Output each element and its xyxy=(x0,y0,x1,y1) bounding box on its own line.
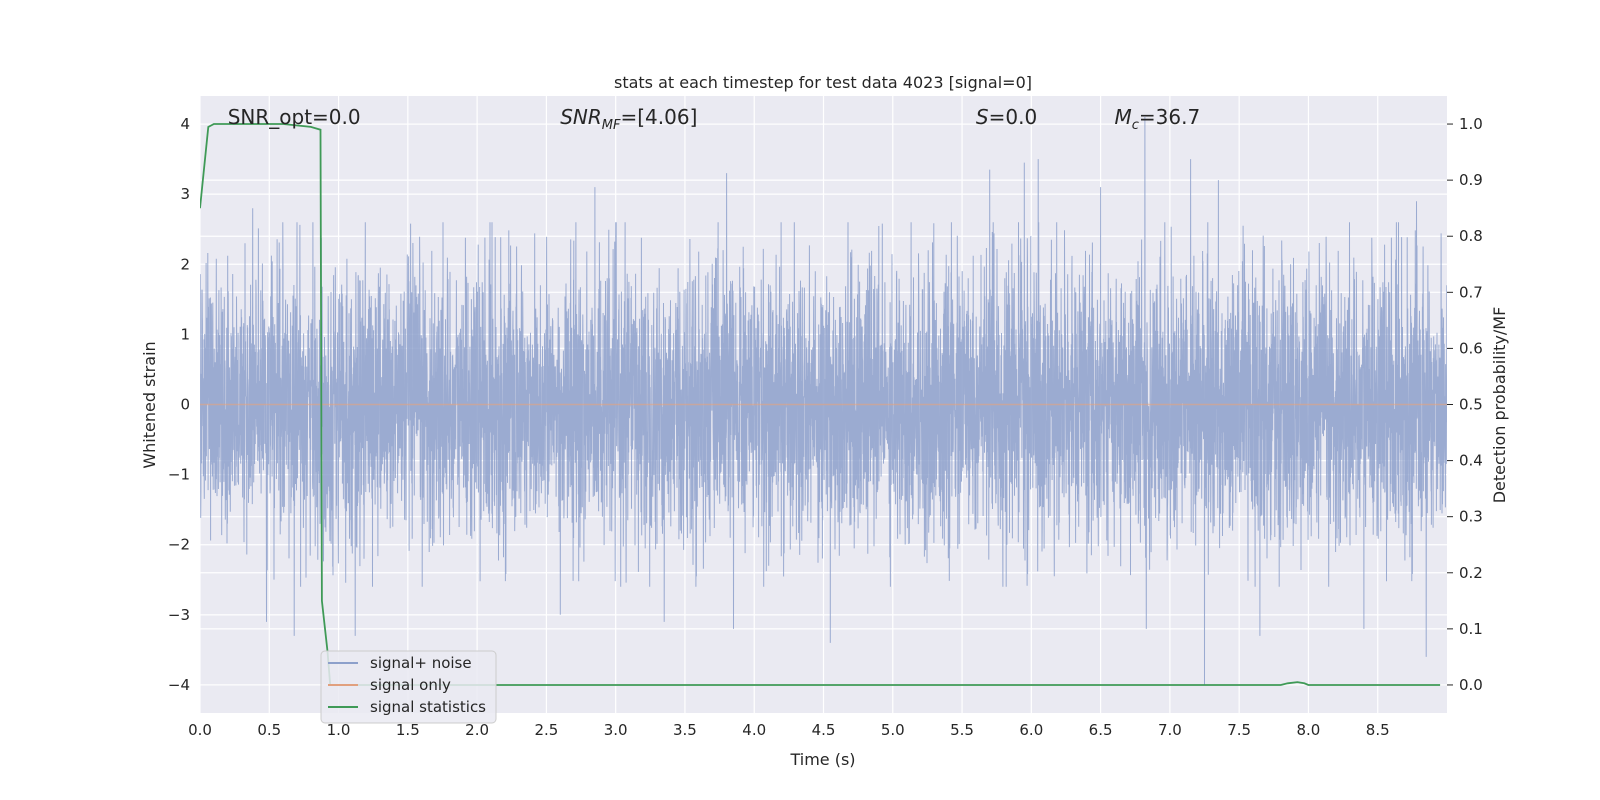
y-tick-label: −2 xyxy=(168,536,190,554)
legend-label-signal-noise: signal+ noise xyxy=(370,654,472,672)
legend: signal+ noise signal only signal statist… xyxy=(320,650,497,724)
x-axis-label: Time (s) xyxy=(789,750,855,769)
x-tick-label: 0.5 xyxy=(257,721,281,739)
y-right-tick-label: 0.3 xyxy=(1459,508,1483,526)
y-right-tick-label: 0.4 xyxy=(1459,452,1483,470)
x-tick-label: 8.5 xyxy=(1366,721,1390,739)
x-tick-label: 3.0 xyxy=(604,721,628,739)
y-right-tick-label: 1.0 xyxy=(1459,115,1483,133)
annotations: SNR_opt=0.0 SNRMF=[4.06] S=0.0 Mc=36.7 xyxy=(228,105,1200,133)
y-tick-label: 1 xyxy=(180,325,190,343)
y-right-tick-label: 0.2 xyxy=(1459,564,1483,582)
legend-label-signal-statistics: signal statistics xyxy=(370,698,486,716)
annotation-snr-mf: SNRMF=[4.06] xyxy=(560,105,697,133)
y-right-tick-label: 0.7 xyxy=(1459,283,1483,301)
x-tick-label: 7.5 xyxy=(1227,721,1251,739)
x-tick-label: 4.0 xyxy=(742,721,766,739)
annotation-mc: Mc=36.7 xyxy=(1114,105,1200,133)
x-tick-label: 2.5 xyxy=(534,721,558,739)
x-tick-label: 6.0 xyxy=(1019,721,1043,739)
y-right-tick-label: 0.1 xyxy=(1459,620,1483,638)
x-tick-label: 4.5 xyxy=(812,721,836,739)
legend-box xyxy=(320,650,497,724)
y-right-tick-label: 0.9 xyxy=(1459,171,1483,189)
y-tick-label: −3 xyxy=(168,606,190,624)
y-tick-label: 2 xyxy=(180,255,190,273)
x-tick-label: 2.0 xyxy=(465,721,489,739)
x-tick-label: 0.0 xyxy=(188,721,212,739)
y-right-tick-label: 0.8 xyxy=(1459,227,1483,245)
y-right-tick-label: 0.0 xyxy=(1459,676,1483,694)
annotation-s: S=0.0 xyxy=(976,105,1037,129)
y-right-tick-label: 0.6 xyxy=(1459,339,1483,357)
y-tick-label: 0 xyxy=(180,396,190,414)
x-tick-label: 6.5 xyxy=(1089,721,1113,739)
ticks: 0.0 0.5 1.0 1.5 2.0 2.5 3.0 3.5 4.0 4.5 5.0 5.5 6.0 6… xyxy=(168,115,1483,739)
chart-title: stats at each timestep for test data 402… xyxy=(614,73,1032,92)
series-signal-noise xyxy=(200,116,1447,686)
x-tick-label: 7.0 xyxy=(1158,721,1182,739)
y-right-axis-label: Detection probability/MF xyxy=(1490,307,1509,504)
x-tick-label: 8.0 xyxy=(1297,721,1321,739)
y-tick-label: −1 xyxy=(168,466,190,484)
y-axis-label: Whitened strain xyxy=(140,341,159,468)
y-tick-label: 3 xyxy=(180,185,190,203)
annotation-snr-opt: SNR_opt=0.0 xyxy=(228,105,361,129)
y-right-tick-label: 0.5 xyxy=(1459,396,1483,414)
y-tick-label: 4 xyxy=(180,115,190,133)
x-tick-label: 3.5 xyxy=(673,721,697,739)
x-tick-label: 1.5 xyxy=(396,721,420,739)
x-tick-label: 5.0 xyxy=(881,721,905,739)
x-tick-label: 1.0 xyxy=(327,721,351,739)
legend-label-signal-only: signal only xyxy=(370,676,451,694)
x-tick-label: 5.5 xyxy=(950,721,974,739)
y-tick-label: −4 xyxy=(168,676,190,694)
